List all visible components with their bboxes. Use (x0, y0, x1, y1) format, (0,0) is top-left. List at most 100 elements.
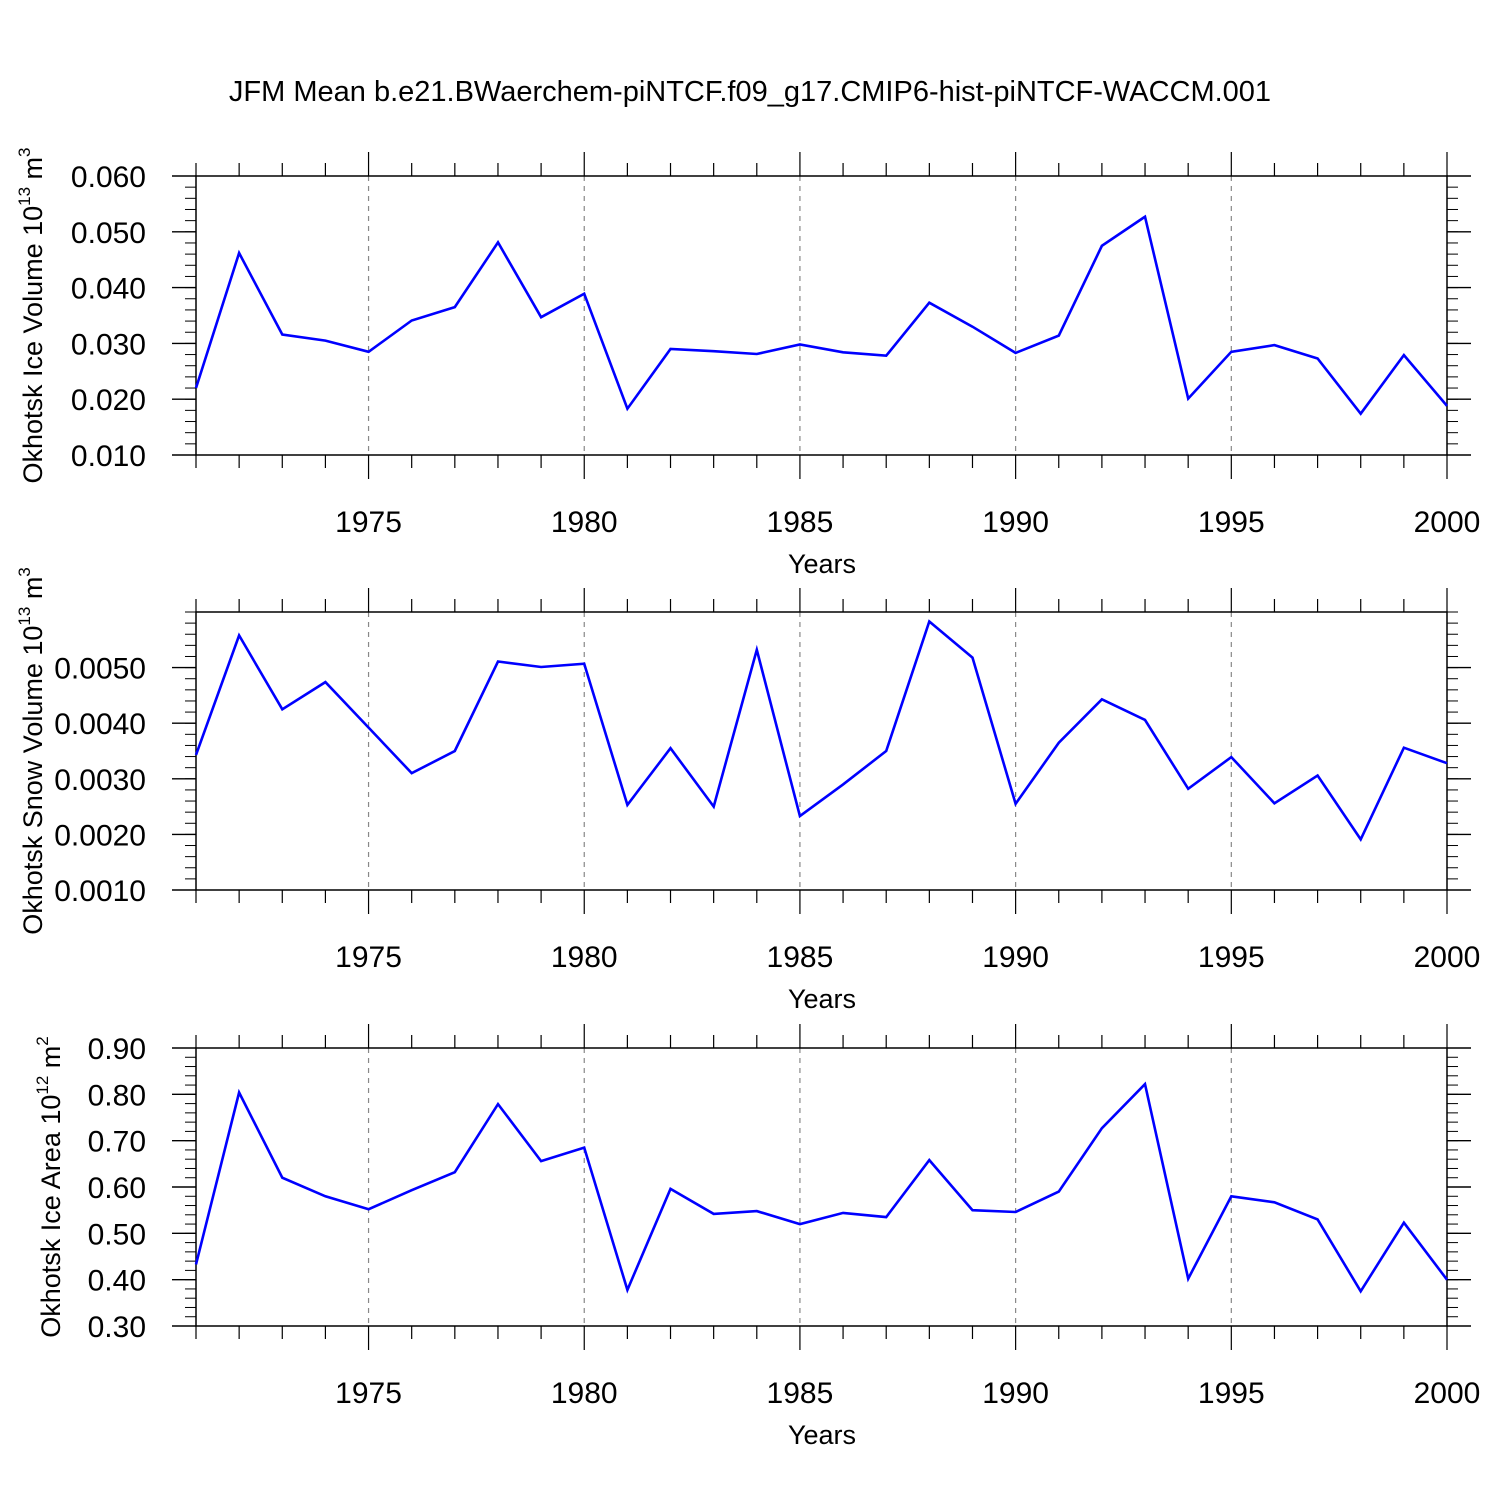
y-tick-label: 0.010 (71, 440, 146, 473)
data-point (1316, 356, 1320, 360)
data-point (280, 707, 284, 711)
data-point (1100, 1126, 1104, 1130)
x-tick-label: 1990 (982, 506, 1049, 539)
data-point (323, 680, 327, 684)
data-point (539, 665, 543, 669)
data-point (496, 659, 500, 663)
data-point (539, 315, 543, 319)
data-point (237, 633, 241, 637)
x-tick-label: 1990 (982, 1377, 1049, 1410)
data-point (1445, 1278, 1449, 1282)
data-point (453, 1170, 457, 1174)
y-tick-label: 0.060 (71, 161, 146, 194)
y-tick-label: 0.0050 (54, 653, 146, 686)
data-point (1057, 1190, 1061, 1194)
data-point (798, 343, 802, 347)
data-point (237, 1090, 241, 1094)
y-tick-label: 0.50 (88, 1218, 146, 1251)
data-point (496, 1102, 500, 1106)
x-tick-label: 1975 (335, 941, 402, 974)
data-point (323, 1194, 327, 1198)
data-point (1272, 343, 1276, 347)
data-point (1272, 801, 1276, 805)
data-point (1057, 334, 1061, 338)
data-point (582, 292, 586, 296)
data-point (1445, 761, 1449, 765)
data-point (1143, 1082, 1147, 1086)
data-point (927, 1158, 931, 1162)
data-point (453, 749, 457, 753)
data-point (927, 301, 931, 305)
x-tick-label: 2000 (1414, 1377, 1481, 1410)
x-tick-label: 2000 (1414, 941, 1481, 974)
x-axis-label: Years (788, 549, 856, 579)
panel-2: 0.0010 0.0020 0.0030 0.0040 0.0050 1975 1980 19… (15, 567, 1480, 1014)
x-tick-label: 1980 (551, 941, 618, 974)
data-point (1272, 1200, 1276, 1204)
data-point (194, 1262, 198, 1266)
data-point (755, 648, 759, 652)
data-point (669, 347, 673, 351)
series-line (194, 619, 1448, 843)
data-point (712, 349, 716, 353)
data-point (1186, 397, 1190, 401)
x-tick-label: 1975 (335, 1377, 402, 1410)
data-point (453, 305, 457, 309)
data-point (884, 354, 888, 358)
x-tick-label: 1995 (1198, 506, 1265, 539)
data-point (1402, 1221, 1406, 1225)
data-point (625, 1288, 629, 1292)
data-point (410, 1188, 414, 1192)
x-tick-label: 1985 (767, 1377, 834, 1410)
data-point (1316, 773, 1320, 777)
panel-3: 0.30 0.40 0.50 0.60 0.70 0.80 0.90 1975 1980 1985… (33, 1024, 1480, 1450)
y-tick-label: 0.70 (88, 1126, 146, 1159)
y-axis-label: Okhotsk Snow Volume 1013 m3 (15, 567, 48, 935)
x-tick-label: 1980 (551, 506, 618, 539)
y-tick-label: 0.90 (88, 1033, 146, 1066)
y-tick-label: 0.40 (88, 1265, 146, 1298)
series-line (194, 214, 1448, 416)
data-point (410, 319, 414, 323)
data-point (496, 240, 500, 244)
data-point (798, 814, 802, 818)
x-tick-label: 1995 (1198, 941, 1265, 974)
data-point (237, 251, 241, 255)
data-point (1143, 718, 1147, 722)
data-point (1014, 802, 1018, 806)
y-tick-label: 0.0040 (54, 708, 146, 741)
data-point (1014, 1210, 1018, 1214)
chart-title: JFM Mean b.e21.BWaerchem-piNTCF.f09_g17.… (229, 76, 1271, 108)
data-point (367, 1207, 371, 1211)
plot-frame (195, 1047, 1448, 1327)
x-tick-label: 1985 (767, 941, 834, 974)
y-tick-label: 0.0020 (54, 819, 146, 852)
data-point (582, 662, 586, 666)
data-point (1014, 351, 1018, 355)
data-point (712, 1212, 716, 1216)
data-point (367, 726, 371, 730)
plot-frame (195, 611, 1448, 891)
data-point (625, 803, 629, 807)
data-point (410, 771, 414, 775)
y-tick-label: 0.050 (71, 217, 146, 250)
data-point (755, 352, 759, 356)
data-point (712, 805, 716, 809)
data-point (927, 619, 931, 623)
x-tick-label: 1975 (335, 506, 402, 539)
data-point (194, 386, 198, 390)
data-point (669, 1187, 673, 1191)
data-point (755, 1209, 759, 1213)
data-point (841, 1211, 845, 1215)
series-line (194, 1081, 1449, 1294)
data-point (323, 339, 327, 343)
data-point (798, 1222, 802, 1226)
data-point (1100, 697, 1104, 701)
y-tick-label: 0.80 (88, 1079, 146, 1112)
y-axis-label: Okhotsk Ice Area 1012 m2 (33, 1036, 66, 1338)
x-tick-label: 1990 (982, 941, 1049, 974)
data-point (1359, 1289, 1363, 1293)
data-point (1229, 350, 1233, 354)
